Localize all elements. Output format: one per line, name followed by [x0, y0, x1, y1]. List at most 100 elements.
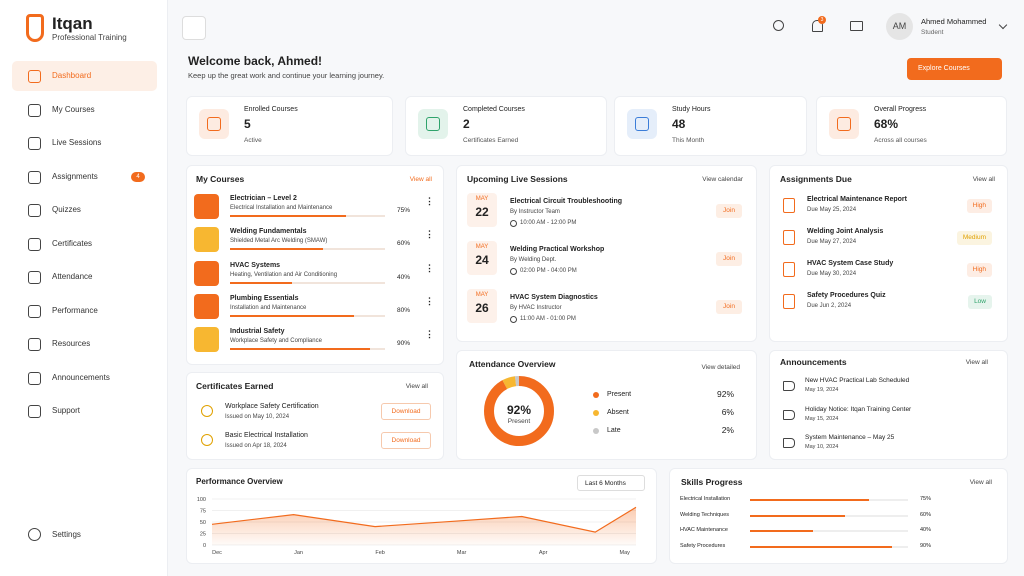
assignment-name: Electrical Maintenance Report: [807, 196, 907, 203]
more-button[interactable]: ⋮: [425, 196, 434, 206]
area: [212, 507, 636, 545]
join-button[interactable]: Join: [716, 204, 742, 218]
progress-label: 40%: [397, 273, 411, 281]
course-name: Welding Fundamentals: [230, 228, 307, 236]
skill-name: Safety Procedures: [680, 542, 726, 549]
notification-count: 3: [818, 16, 826, 24]
nav-item[interactable]: Attendance: [52, 272, 93, 281]
stat-glyph: [426, 117, 440, 131]
nav-item[interactable]: Resources: [52, 339, 91, 348]
mail-icon[interactable]: [850, 21, 863, 31]
announcements-title: Announcements: [780, 357, 847, 367]
course-name: Industrial Safety: [230, 328, 285, 336]
course-desc: Installation and Maintenance: [230, 304, 307, 311]
filter-select[interactable]: Last 6 Months: [577, 475, 645, 491]
search-icon[interactable]: [773, 20, 784, 31]
stat-label: Overall Progress: [874, 106, 927, 113]
stat-card: [816, 96, 1007, 156]
nav-item[interactable]: Support: [52, 406, 81, 415]
join-button[interactable]: Join: [716, 252, 742, 266]
stat-value: 5: [244, 117, 251, 131]
megaphone-icon: [783, 438, 795, 448]
skill-fill: [750, 530, 814, 532]
course-desc: Workplace Safety and Compliance: [230, 338, 322, 345]
cert-name: Basic Electrical Installation: [225, 432, 308, 439]
session-time: 02:00 PM - 04:00 PM: [520, 268, 577, 274]
welcome-title: Welcome back, Ahmed!: [188, 54, 323, 68]
brand-name: Itqan: [52, 14, 93, 33]
sidebar: [0, 0, 168, 576]
nav-item[interactable]: Quizzes: [52, 205, 81, 214]
session-name: HVAC System Diagnostics: [510, 294, 598, 301]
y-tick-label: 50: [200, 520, 206, 526]
clock-icon: [510, 220, 517, 227]
user-name: Ahmed Mohammed: [921, 17, 987, 26]
nav-item[interactable]: My Courses: [52, 104, 95, 114]
assignment-due: Due May 30, 2024: [807, 271, 857, 277]
nav-icon: [28, 271, 41, 284]
announcements-link[interactable]: View all: [965, 359, 988, 366]
skills-link[interactable]: View all: [969, 479, 992, 486]
chevron[interactable]: [998, 20, 1008, 30]
assignments-link[interactable]: View all: [972, 176, 995, 183]
doc-icon: [783, 198, 795, 213]
more-button[interactable]: ⋮: [425, 229, 434, 240]
skill-name: Welding Techniques: [680, 511, 730, 518]
x-tick-label: Dec: [212, 550, 222, 556]
skill-value: 90%: [920, 542, 932, 549]
progress-track: [230, 281, 385, 284]
date-box: [467, 289, 497, 323]
sessions-link[interactable]: View calendar: [702, 176, 743, 183]
announcements-card: [769, 350, 1008, 460]
menu-button[interactable]: [182, 16, 206, 40]
donut-value: 92%: [506, 403, 532, 417]
stat-label: Enrolled Courses: [244, 106, 298, 113]
avatar[interactable]: AM: [886, 13, 913, 40]
certificates-card: [186, 372, 444, 460]
download-button[interactable]: Download: [381, 403, 431, 420]
progress-fill: [230, 348, 370, 351]
explore-button[interactable]: Explore Courses: [907, 58, 1002, 80]
session-day: 22: [475, 205, 489, 219]
doc-icon: [783, 230, 795, 245]
skill-fill: [750, 514, 845, 517]
stat-glyph: [837, 117, 851, 131]
y-tick-label: 25: [200, 532, 206, 538]
nav-item[interactable]: Dashboard: [52, 71, 92, 80]
settings[interactable]: Settings: [52, 530, 81, 539]
more-button[interactable]: ⋮: [425, 295, 434, 306]
course-name: Plumbing Essentials: [230, 294, 299, 302]
stat-label: Completed Courses: [463, 106, 525, 113]
nav-item[interactable]: Certificates: [52, 238, 93, 248]
more-button[interactable]: ⋮: [425, 262, 434, 273]
x-tick-label: May: [619, 550, 630, 556]
sessions-card: [456, 165, 757, 342]
download-button[interactable]: Download: [381, 432, 431, 449]
medal-icon: [201, 434, 213, 446]
cert-issued: Issued on Apr 18, 2024: [225, 443, 287, 449]
nav-icon: [28, 170, 41, 184]
nav-item[interactable]: Assignments: [52, 171, 98, 181]
nav-item[interactable]: Live Sessions: [52, 138, 102, 147]
progress-label: 60%: [397, 240, 411, 248]
session-name: Electrical Circuit Troubleshooting: [510, 198, 623, 205]
nav-icon: [28, 304, 41, 318]
course-icon: [194, 227, 219, 253]
more-button[interactable]: ⋮: [425, 329, 434, 340]
join-button[interactable]: Join: [716, 300, 742, 314]
doc-icon: [783, 294, 795, 309]
performance-card: [186, 468, 657, 564]
certificates-link[interactable]: View all: [405, 383, 428, 390]
x-tick-label: Mar: [457, 550, 467, 556]
nav-item[interactable]: Announcements: [52, 372, 110, 382]
bell-icon[interactable]: [812, 20, 823, 32]
megaphone-icon: [783, 409, 795, 420]
announcement-title: New HVAC Practical Lab Scheduled: [805, 377, 910, 384]
course-icon: [194, 194, 219, 219]
my-courses-title: My Courses: [196, 174, 245, 184]
sessions-title: Upcoming Live Sessions: [467, 174, 568, 184]
nav-item[interactable]: Performance: [52, 305, 98, 315]
my-courses-link[interactable]: View all: [409, 176, 432, 183]
announcement-title: Holiday Notice: Itqan Training Center: [805, 405, 912, 413]
attendance-link[interactable]: View detailed: [701, 364, 740, 371]
